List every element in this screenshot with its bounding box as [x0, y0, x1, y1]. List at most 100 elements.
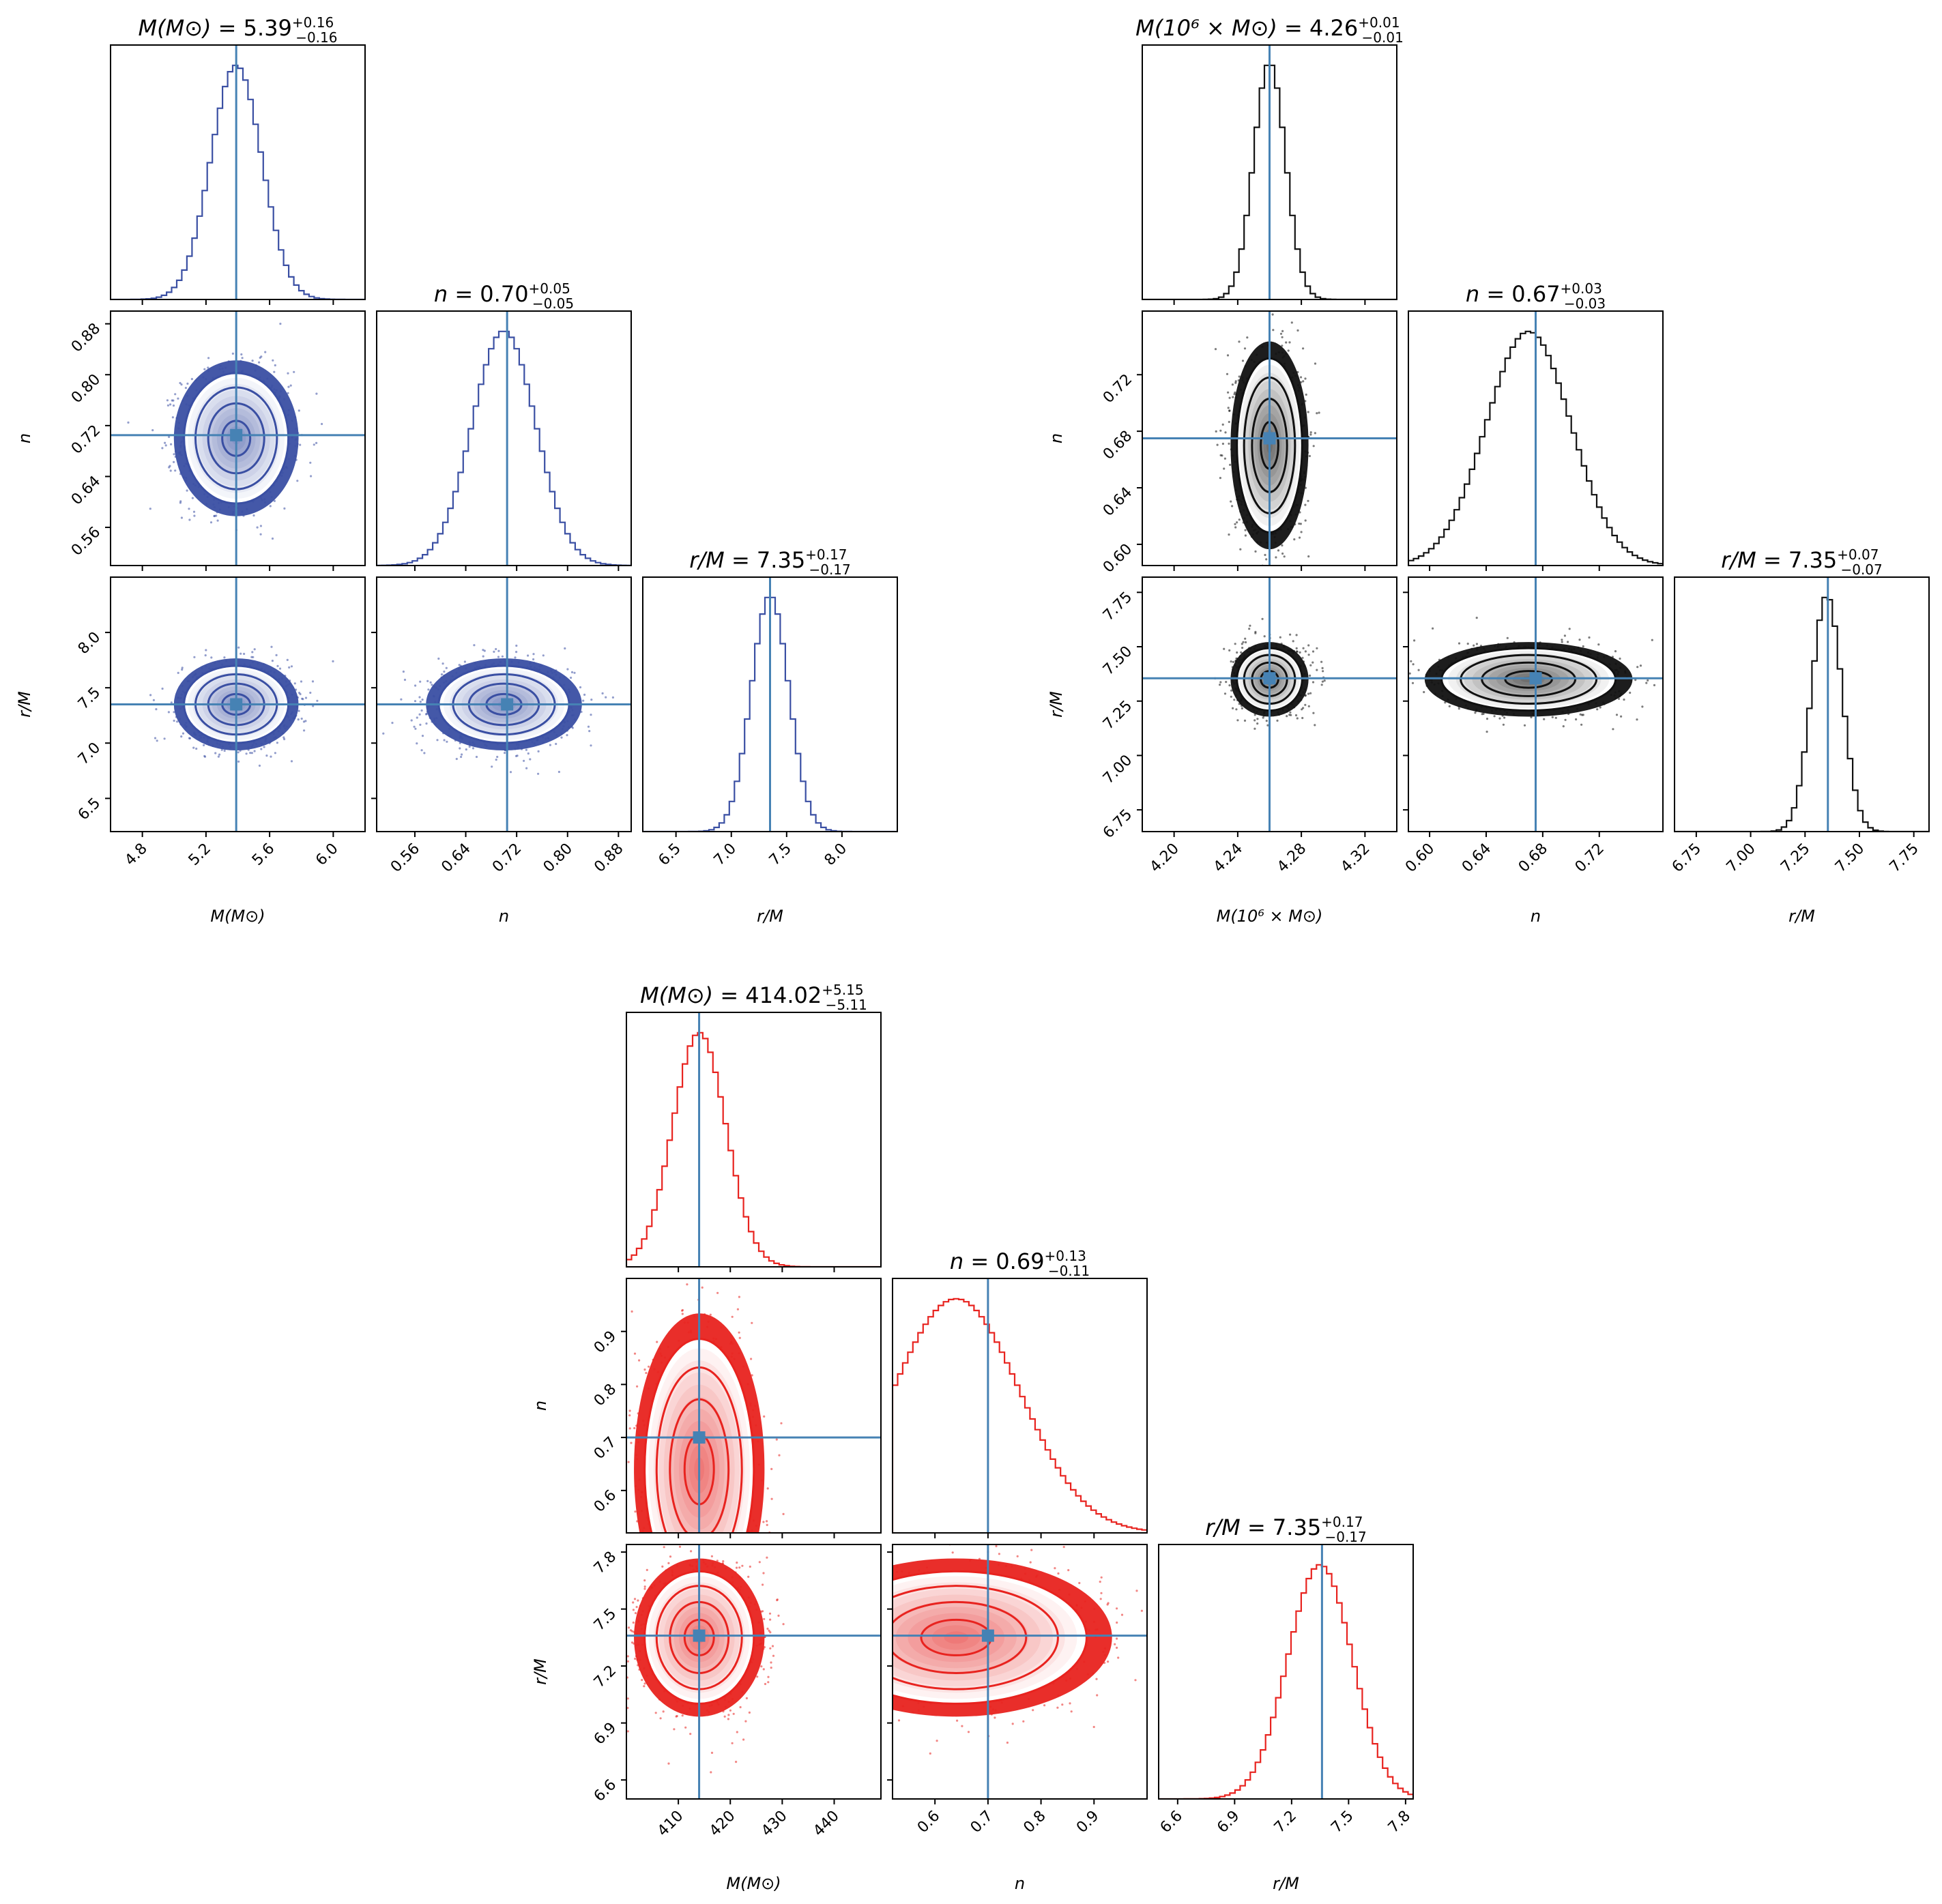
sample-point [1116, 1637, 1118, 1640]
sample-point [1299, 523, 1302, 525]
sample-point [287, 385, 290, 388]
sample-point [1215, 430, 1217, 433]
sample-point [220, 748, 223, 751]
sample-point [1288, 341, 1291, 344]
sample-point [214, 752, 217, 755]
sample-point [631, 1310, 633, 1313]
sample-point [1287, 349, 1290, 352]
truth-marker [501, 698, 514, 711]
panel-content [1408, 577, 1663, 832]
sample-point [1277, 549, 1280, 552]
sample-point [440, 673, 444, 676]
sample-point [181, 667, 184, 669]
panel-frame [626, 1012, 882, 1268]
panel-content [377, 311, 631, 566]
sample-point [1264, 553, 1266, 557]
sample-point [250, 752, 253, 755]
sample-point [313, 443, 315, 446]
sample-point [770, 1467, 773, 1470]
sample-point [191, 497, 194, 499]
sample-point [1107, 1602, 1110, 1605]
sample-point [286, 658, 289, 661]
density-shade [895, 1607, 1017, 1669]
sample-point [1620, 715, 1623, 718]
sample-point [279, 323, 282, 325]
sample-point [1253, 714, 1256, 716]
sample-point [309, 691, 312, 694]
sample-point [174, 469, 177, 472]
sample-point [628, 1409, 631, 1412]
sample-point [1263, 635, 1266, 638]
sample-point [1219, 429, 1222, 432]
sample-point [156, 739, 158, 742]
sample-point [570, 671, 574, 673]
sample-point [290, 760, 293, 763]
sample-point [299, 692, 302, 696]
density-shade [1472, 659, 1585, 700]
sample-point [648, 1365, 650, 1368]
sample-point [643, 1585, 646, 1588]
sample-point [1006, 1741, 1009, 1744]
sample-point [778, 1454, 781, 1456]
sample-point [1241, 643, 1243, 645]
sample-point [686, 1283, 689, 1286]
sample-point [274, 752, 276, 755]
sample-point [443, 670, 446, 673]
contour-1 [1504, 670, 1553, 689]
sample-point [1228, 396, 1231, 399]
sample-point [446, 740, 448, 743]
sample-point [722, 1560, 725, 1563]
truth-marker [230, 698, 243, 711]
sample-point [184, 387, 187, 390]
panel-frame [1408, 576, 1664, 832]
sample-point [321, 422, 323, 426]
sample-point [588, 730, 591, 733]
sample-point [455, 757, 458, 761]
sample-point [766, 1523, 768, 1526]
x-axis-label-r: r/M [1788, 907, 1815, 926]
sample-point [1316, 669, 1318, 671]
sample-point [525, 767, 528, 770]
sample-point [1474, 712, 1477, 714]
sample-point [764, 1682, 767, 1686]
panel-M-n: 0.600.640.680.72n [1047, 310, 1397, 576]
sample-point [1486, 718, 1489, 720]
sample-point [1241, 360, 1245, 362]
panel-frame [110, 310, 366, 566]
sample-point [1140, 1609, 1143, 1612]
sample-point [1221, 454, 1223, 457]
sample-point [1232, 707, 1234, 709]
sample-point [170, 701, 173, 704]
sample-point [152, 699, 155, 701]
sample-point [1639, 664, 1642, 667]
sample-point [190, 378, 193, 381]
sample-point [1309, 692, 1312, 694]
sample-point [626, 1655, 629, 1658]
sample-point [643, 1682, 646, 1685]
sample-point [300, 680, 303, 683]
sample-point [151, 429, 154, 432]
sample-point [253, 750, 256, 752]
sample-point [1062, 1546, 1065, 1549]
sample-point [527, 654, 530, 657]
sample-point [1092, 1725, 1095, 1729]
sample-point [633, 1426, 636, 1430]
sample-point [681, 1308, 684, 1312]
sample-point [590, 699, 593, 701]
panel-title-M: M(M⊙) = 5.39+0.16 −0.16 [139, 14, 338, 46]
sample-point [298, 709, 300, 712]
sample-point [775, 1438, 778, 1441]
sample-point [273, 370, 276, 373]
sample-point [587, 725, 590, 728]
sample-point [1221, 442, 1224, 445]
sample-point [402, 670, 405, 673]
sample-point [627, 1461, 630, 1463]
sample-point [259, 525, 262, 527]
sample-point [223, 656, 226, 659]
sample-point [249, 752, 252, 755]
sample-point [186, 489, 188, 492]
sample-point [1276, 719, 1279, 722]
sample-point [256, 526, 259, 529]
panel-frame [1142, 576, 1397, 832]
sample-point [1588, 636, 1591, 639]
